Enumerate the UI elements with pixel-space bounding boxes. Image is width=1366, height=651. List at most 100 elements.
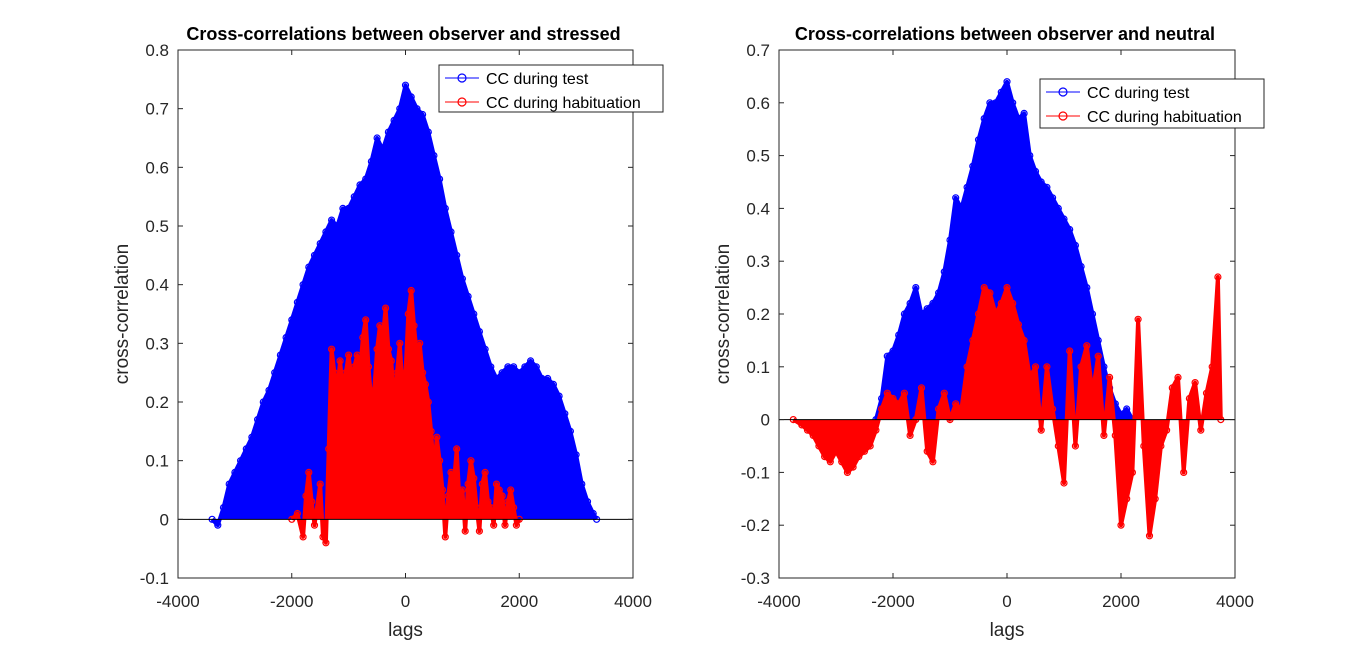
data-point [413, 105, 421, 113]
data-point [467, 457, 475, 465]
data-point [1105, 373, 1114, 381]
data-point [555, 392, 563, 400]
legend-label: CC during habituation [486, 95, 641, 112]
data-point [481, 345, 489, 353]
data-point [934, 289, 943, 297]
data-point [997, 88, 1005, 96]
data-point [396, 339, 404, 347]
data-point [509, 363, 518, 371]
data-point [410, 322, 418, 330]
data-point [424, 398, 432, 406]
data-point [362, 175, 370, 183]
data-point [1026, 373, 1034, 381]
data-point [259, 398, 267, 406]
data-point [316, 480, 324, 488]
data-point [444, 492, 452, 500]
data-point [271, 369, 279, 377]
y-tick-label: 0 [761, 411, 770, 430]
legend-label: CC during test [1087, 85, 1190, 102]
data-point [364, 363, 373, 371]
data-point [481, 468, 489, 476]
data-point [359, 333, 367, 342]
data-point [356, 181, 364, 189]
x-tick-label: 2000 [500, 592, 538, 611]
data-point [957, 204, 966, 212]
data-point [1048, 405, 1057, 413]
legend-marker [457, 73, 467, 83]
data-point [393, 369, 401, 377]
data-point [917, 310, 926, 318]
data-point [1134, 315, 1142, 323]
x-axis-label: lags [388, 620, 423, 641]
legend-marker [1058, 87, 1068, 97]
legend: CC during test CC during habituation [438, 64, 664, 113]
y-tick-label: 0.1 [746, 358, 770, 377]
data-point [413, 351, 421, 359]
data-point [803, 426, 812, 434]
data-point [430, 152, 438, 160]
y-tick-label: 0.7 [746, 41, 770, 60]
data-point [912, 284, 920, 292]
data-point [838, 458, 846, 466]
chart-panel-1: -0.1 0 0.1 0.2 0.3 0.4 0.5 0.6 0.7 0.8 -4000 -2000 0… [112, 24, 664, 641]
data-point [458, 275, 466, 283]
data-point [895, 331, 903, 339]
data-point [849, 463, 857, 471]
x-tick-label: -2000 [871, 592, 914, 611]
data-point [1088, 389, 1097, 397]
data-point [980, 114, 988, 123]
data-point [248, 433, 256, 441]
y-tick-label: -0.1 [140, 569, 169, 588]
series-1-line [873, 79, 1135, 421]
data-point [242, 445, 250, 453]
data-point [458, 486, 466, 494]
data-point [492, 480, 501, 488]
data-point [1117, 521, 1125, 529]
data-point [299, 533, 307, 541]
series-1-group [208, 81, 601, 529]
data-point [302, 492, 310, 500]
data-point [512, 521, 521, 529]
data-point [436, 175, 444, 183]
data-point [583, 498, 592, 506]
data-point [889, 347, 897, 355]
data-point [1077, 363, 1085, 371]
data-point [367, 157, 375, 166]
data-point [991, 99, 1000, 107]
data-point [1191, 379, 1199, 387]
data-point [544, 374, 552, 383]
data-point [370, 386, 378, 394]
data-point [478, 480, 486, 488]
data-point [906, 299, 914, 307]
data-point [934, 405, 943, 413]
data-point [470, 474, 478, 482]
data-point [1111, 431, 1119, 439]
data-point [436, 457, 444, 465]
data-point [441, 204, 449, 212]
y-tick-label: 0.4 [145, 276, 169, 295]
data-point [384, 345, 392, 353]
data-point [883, 352, 891, 360]
x-tick-label: 4000 [1216, 592, 1254, 611]
data-point [1094, 336, 1102, 344]
data-point [450, 480, 458, 488]
data-point [356, 369, 364, 377]
data-point [1043, 183, 1051, 191]
data-point [1014, 114, 1023, 123]
x-tick-label: -4000 [757, 592, 800, 611]
data-point [310, 521, 319, 529]
data-point [475, 328, 483, 336]
x-tick-label: 4000 [614, 592, 652, 611]
series-2-fill [793, 277, 1221, 536]
data-point [427, 427, 435, 435]
data-point [1037, 426, 1045, 434]
data-point [254, 416, 262, 424]
data-point [521, 363, 529, 371]
legend-label: CC during habituation [1087, 109, 1242, 126]
data-point [1060, 479, 1068, 487]
data-point [367, 398, 375, 406]
data-point [860, 447, 869, 455]
data-point [1117, 410, 1125, 418]
data-point [237, 457, 245, 465]
data-point [1208, 363, 1216, 371]
